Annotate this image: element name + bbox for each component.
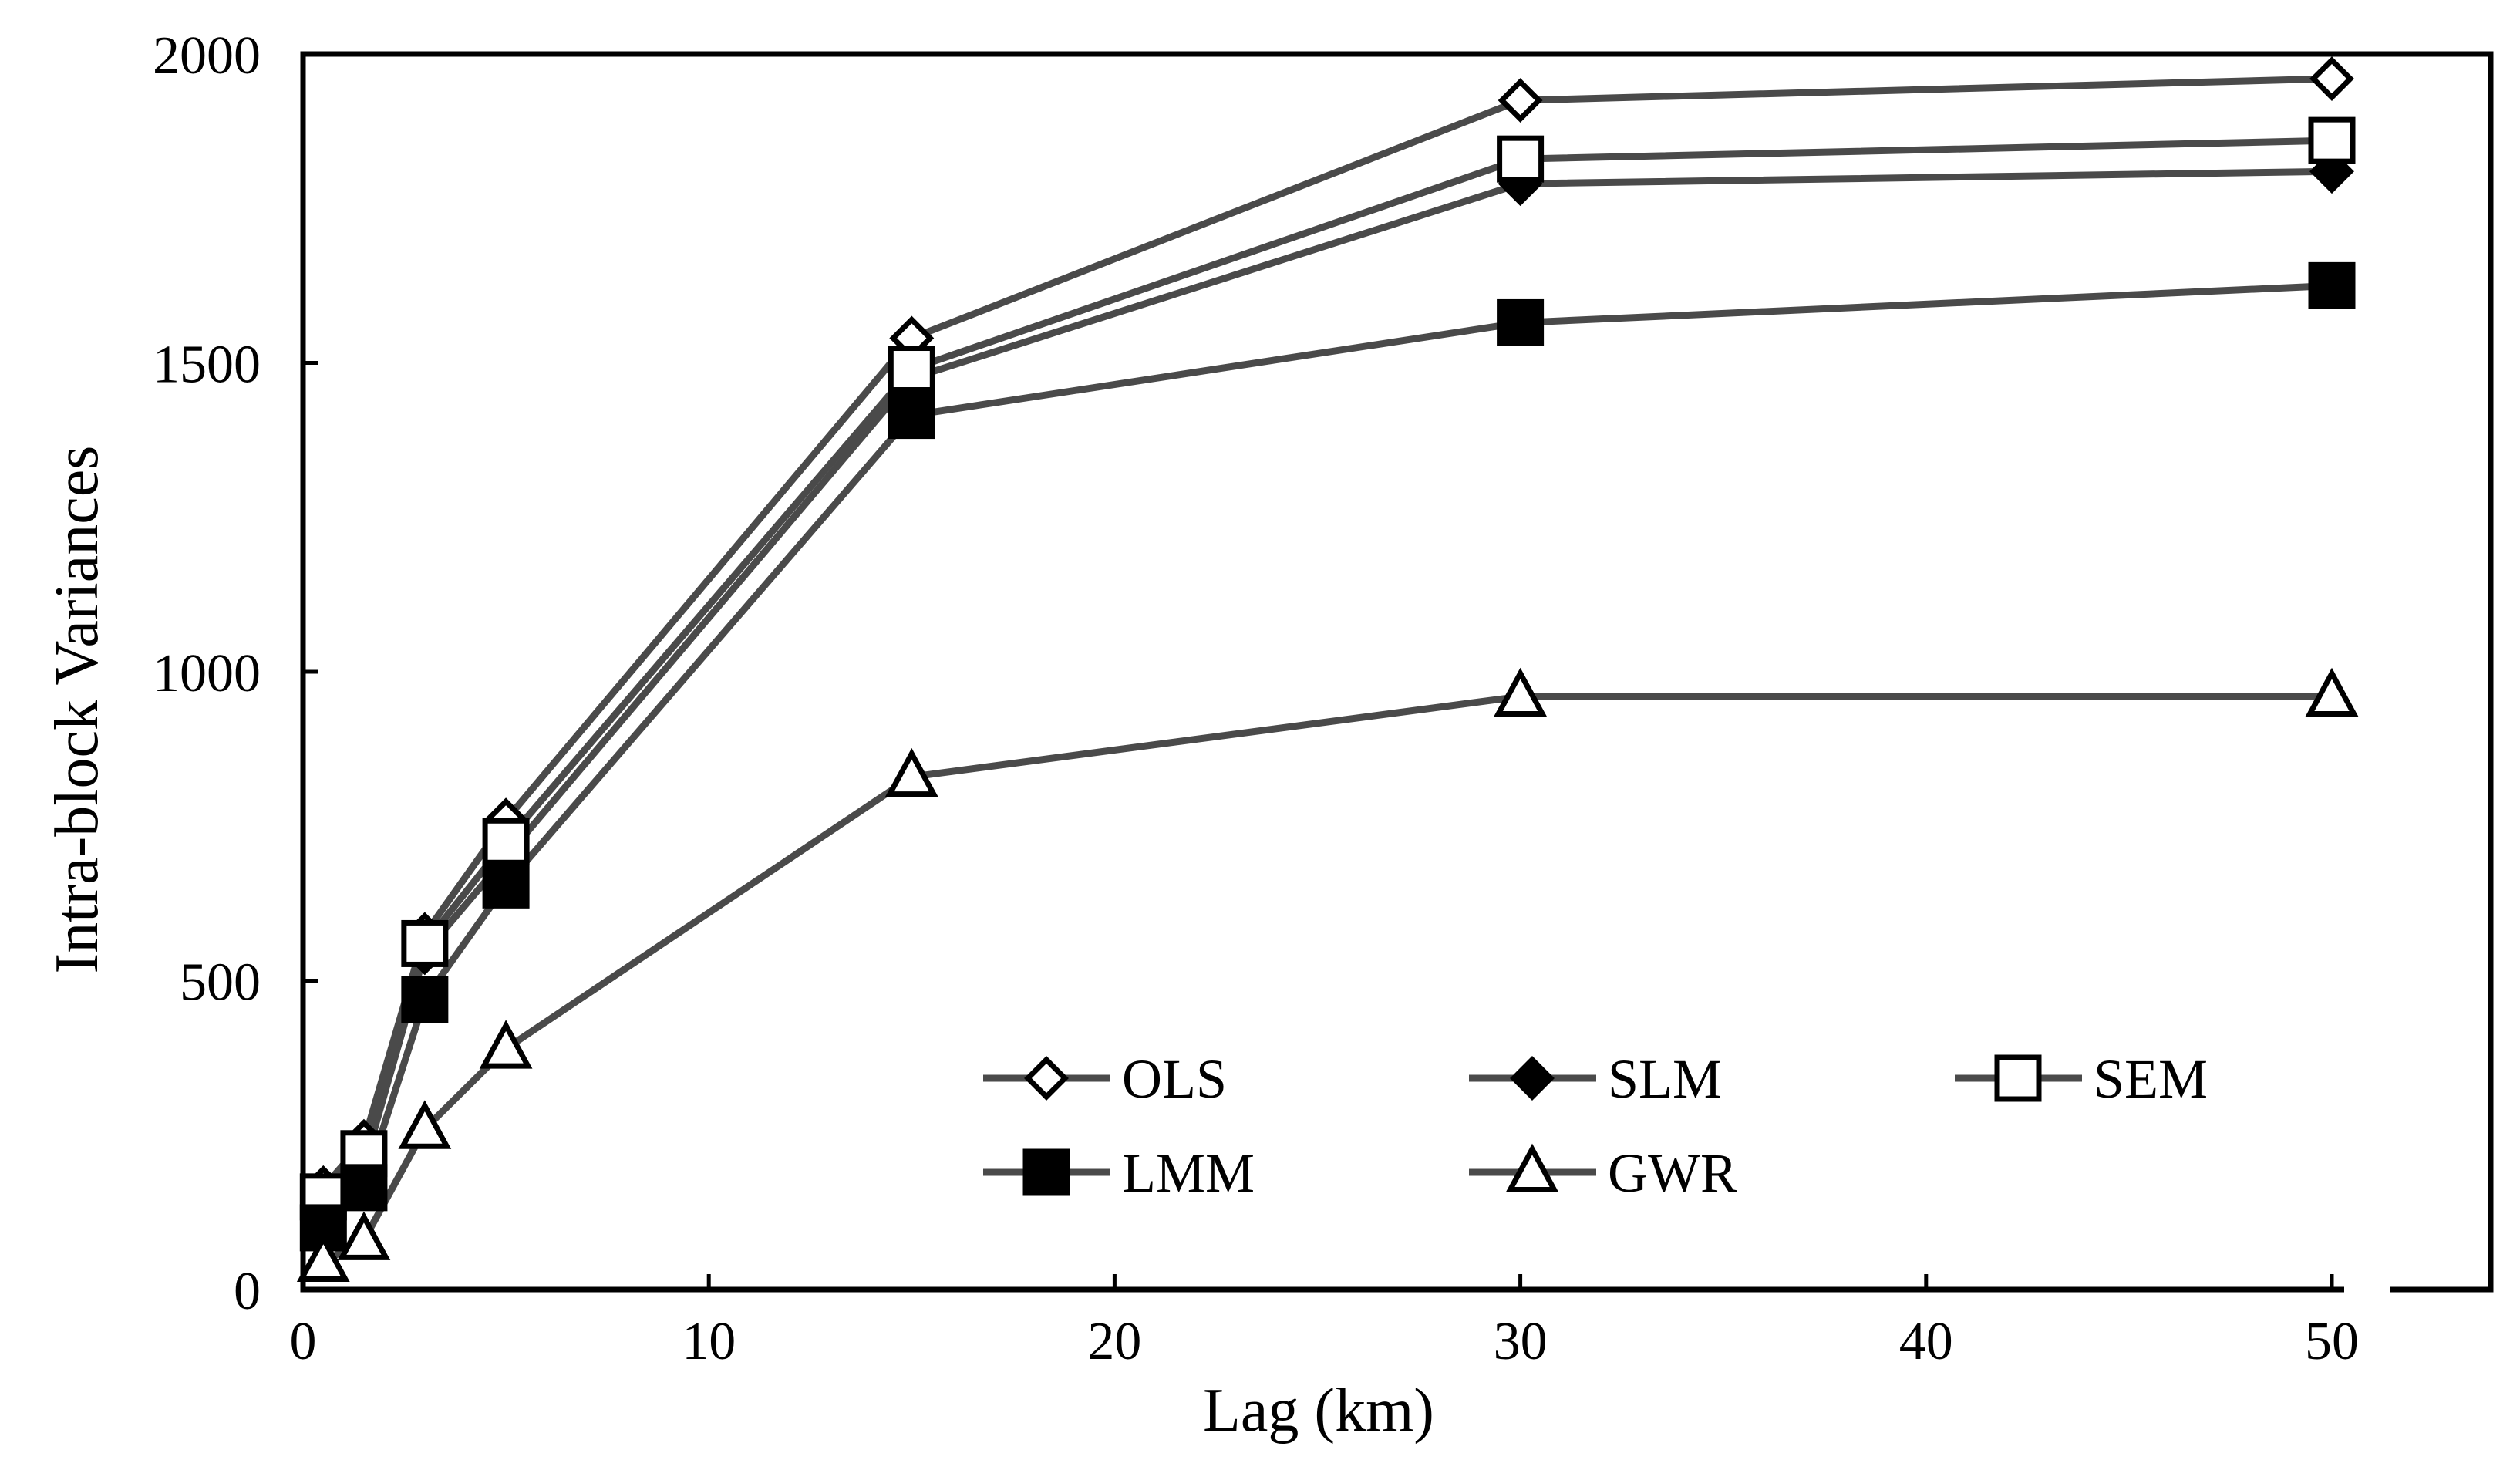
legend-marker	[1994, 1054, 2042, 1102]
data-point-lmm	[482, 861, 530, 909]
data-point-sem	[401, 919, 449, 967]
x-tick-label: 30	[1494, 1312, 1548, 1371]
legend-item-slm: SLM	[1469, 1048, 1722, 1110]
legend-label: LMM	[1122, 1142, 1255, 1204]
legend-marker	[1024, 1056, 1069, 1101]
data-point-sem	[2308, 116, 2356, 164]
data-point-gwr	[2305, 667, 2359, 717]
y-tick-label: 0	[234, 1262, 261, 1321]
legend-label: GWR	[1608, 1142, 1737, 1204]
y-tick-label: 1500	[153, 335, 261, 395]
data-point-gwr	[337, 1211, 391, 1260]
x-tick-label: 40	[1899, 1312, 1953, 1371]
data-point-ols	[2309, 56, 2354, 101]
legend-marker	[1505, 1143, 1559, 1192]
legend-item-sem: SEM	[1955, 1048, 2208, 1110]
y-axis-title: Intra-block Variances	[43, 446, 111, 974]
data-point-gwr	[398, 1100, 452, 1149]
data-point-gwr	[479, 1020, 533, 1069]
x-tick-label: 20	[1087, 1312, 1141, 1371]
legend-marker	[1510, 1056, 1555, 1101]
data-point-sem	[888, 346, 935, 393]
y-tick-label: 1000	[153, 644, 261, 703]
data-point-lmm	[401, 976, 449, 1023]
x-tick-label: 0	[290, 1312, 317, 1371]
data-point-gwr	[1494, 667, 1547, 717]
y-tick-label: 2000	[153, 26, 261, 86]
legend-label: SLM	[1608, 1048, 1722, 1110]
legend-label: OLS	[1122, 1048, 1227, 1110]
data-point-sem	[482, 818, 530, 865]
data-point-gwr	[884, 747, 938, 797]
data-point-lmm	[888, 392, 935, 440]
data-point-ols	[1498, 78, 1543, 123]
legend-item-ols: OLS	[983, 1048, 1227, 1110]
data-point-lmm	[1497, 298, 1545, 346]
x-tick-label: 50	[2305, 1312, 2359, 1371]
x-tick-label: 10	[682, 1312, 736, 1371]
data-point-lmm	[340, 1164, 388, 1212]
data-point-lmm	[2308, 261, 2356, 309]
x-axis-title: Lag (km)	[1203, 1377, 1434, 1445]
legend-marker	[1022, 1148, 1070, 1196]
legend: OLS SLM SEM LMM GWR	[983, 1048, 2208, 1204]
series-markers	[296, 56, 2359, 1282]
data-point-gwr	[296, 1232, 350, 1282]
y-tick-label: 500	[180, 953, 261, 1013]
data-point-sem	[1497, 135, 1545, 183]
plot-frame	[300, 51, 2494, 1293]
legend-item-lmm: LMM	[983, 1142, 1255, 1204]
legend-item-gwr: GWR	[1469, 1142, 1737, 1204]
legend-label: SEM	[2094, 1048, 2208, 1110]
